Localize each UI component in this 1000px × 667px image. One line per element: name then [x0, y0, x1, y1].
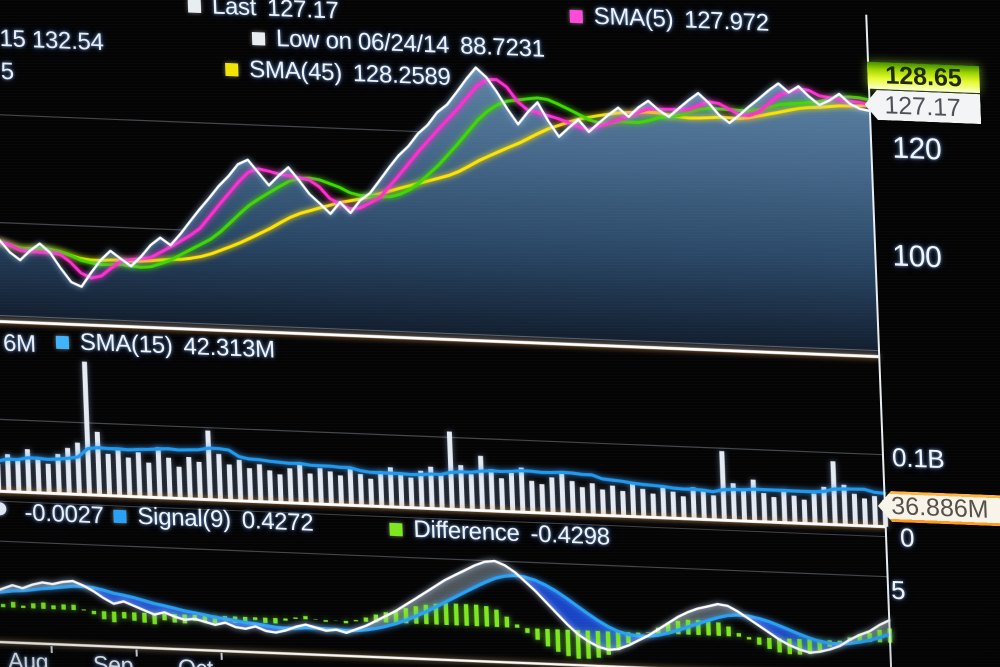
last-swatch: [187, 0, 202, 13]
difference-swatch: [389, 522, 403, 536]
legend-sma5-value: 127.972: [683, 6, 770, 37]
legend-fragment-2: 5: [0, 57, 15, 86]
volume-legend-fragment: 6M: [2, 329, 37, 358]
legend-signal-label: Signal(9): [136, 502, 232, 534]
sma5-swatch: [569, 9, 583, 23]
legend-sma15-value: 42.313M: [182, 332, 276, 364]
date-label-sep: Sep: [92, 650, 134, 667]
legend-sma45-label: SMA(45): [248, 55, 343, 87]
price-top-tag: 128.65: [867, 61, 981, 94]
legend-sma15-label: SMA(15): [79, 328, 174, 360]
legend-difference-label: Difference: [413, 515, 520, 547]
volume-last-tag: 36.886M: [877, 490, 1000, 526]
date-tick: [220, 652, 223, 660]
macd-legend-fragment: -0.0027: [23, 499, 105, 530]
date-label-oct: Oct: [178, 654, 214, 667]
sma15-swatch: [55, 335, 70, 349]
legend-low-value: 88.7231: [459, 32, 546, 63]
sma45-swatch: [225, 62, 239, 76]
price-last-tag: 127.17: [864, 89, 981, 124]
signal-swatch: [113, 509, 127, 523]
legend-high-fragment: 15 132.54: [0, 24, 105, 57]
legend-last-value: 127.17: [266, 0, 340, 25]
date-label-aug: Aug: [7, 647, 49, 667]
volume-tick-0: 0: [899, 522, 915, 553]
price-tick-120: 120: [891, 131, 943, 167]
price-tick-100: 100: [891, 239, 943, 275]
legend-signal-value: 0.4272: [241, 506, 314, 537]
legend-sma5-label: SMA(5): [593, 2, 674, 33]
legend-sma45-value: 128.2589: [352, 60, 452, 91]
date-tick: [50, 646, 53, 654]
volume-tick-01b: 0.1B: [891, 442, 945, 475]
legend-difference-value: -0.4298: [529, 520, 611, 551]
legend-last-label: Last: [211, 0, 257, 22]
date-tick: [135, 649, 138, 657]
low-swatch: [251, 31, 266, 46]
macd-tick-5: 5: [890, 574, 906, 606]
